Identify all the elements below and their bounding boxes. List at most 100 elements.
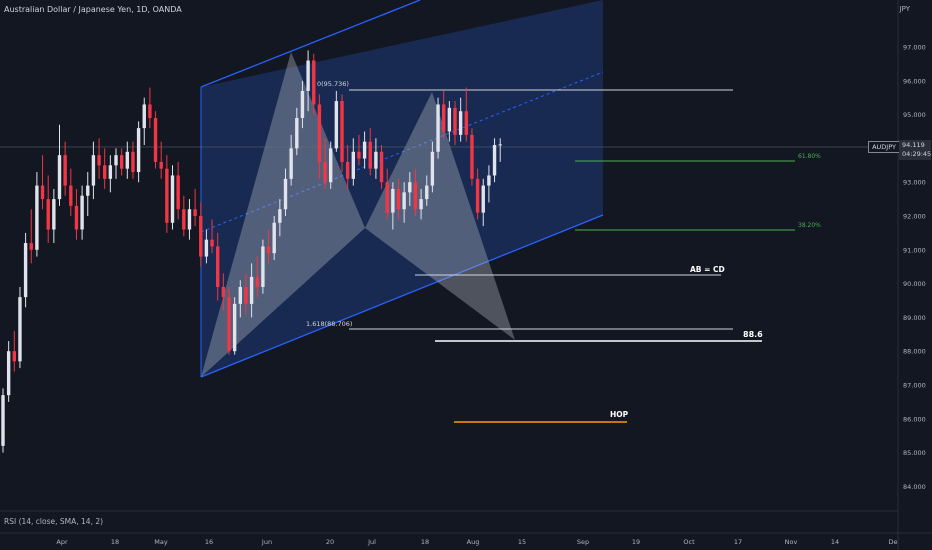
candle[interactable] (193, 188, 197, 227)
candle[interactable] (345, 145, 350, 189)
candle[interactable] (142, 97, 146, 146)
candle[interactable] (187, 199, 192, 240)
candle[interactable] (458, 97, 463, 142)
candle[interactable] (295, 107, 299, 156)
harmonic-pattern-bcd[interactable] (365, 92, 515, 340)
candle[interactable] (272, 216, 276, 260)
candle[interactable] (227, 286, 231, 355)
candle[interactable] (80, 185, 84, 240)
candle[interactable] (119, 148, 124, 176)
channel-lower-line[interactable] (200, 214, 604, 378)
candle[interactable] (436, 97, 440, 159)
candle[interactable] (86, 172, 90, 216)
price-tick-label: 92.000 (903, 213, 926, 221)
candle[interactable] (283, 168, 288, 216)
candle-body (57, 155, 62, 200)
candle[interactable] (46, 175, 50, 244)
candle[interactable] (374, 138, 378, 179)
candle[interactable] (18, 286, 22, 369)
candle[interactable] (244, 273, 248, 315)
candle[interactable] (492, 138, 497, 183)
candle[interactable] (396, 178, 401, 220)
candle[interactable] (125, 141, 129, 179)
candle[interactable] (470, 128, 474, 186)
candle[interactable] (210, 219, 214, 254)
candle[interactable] (323, 138, 327, 189)
candle[interactable] (368, 128, 372, 176)
candle[interactable] (487, 165, 491, 203)
candle[interactable] (159, 141, 163, 179)
candle[interactable] (52, 188, 56, 244)
candle[interactable] (221, 273, 226, 311)
candle[interactable] (249, 263, 254, 318)
candle[interactable] (391, 182, 395, 230)
candle[interactable] (357, 134, 361, 166)
candle[interactable] (136, 121, 141, 183)
candle[interactable] (199, 202, 203, 267)
candle[interactable] (153, 111, 158, 169)
symbol-title[interactable]: Australian Dollar / Japanese Yen, 1D, OA… (4, 5, 182, 14)
candle[interactable] (91, 141, 96, 200)
candle[interactable] (1, 388, 5, 453)
candle[interactable] (317, 94, 322, 179)
candle[interactable] (35, 172, 39, 257)
candle[interactable] (379, 145, 384, 189)
rsi-indicator-label[interactable]: RSI (14, close, SMA, 14, 2) (4, 517, 104, 526)
candle[interactable] (176, 161, 180, 220)
candle[interactable] (289, 134, 293, 186)
candle[interactable] (40, 155, 45, 210)
candle[interactable] (413, 168, 418, 216)
candle[interactable] (216, 232, 220, 301)
time-axis[interactable]: Apr 18 May 16 Jun 20 Jul 18 Aug 15 Sep 19 Oct 17 Nov 14… (56, 538, 897, 546)
candle[interactable] (255, 256, 259, 298)
candle[interactable] (475, 168, 480, 220)
candle[interactable] (232, 297, 237, 355)
candle[interactable] (29, 209, 33, 264)
candle[interactable] (261, 239, 265, 294)
candle[interactable] (419, 188, 423, 220)
candle[interactable] (351, 138, 355, 186)
candle[interactable] (182, 195, 186, 237)
candle[interactable] (385, 168, 389, 220)
candle[interactable] (334, 90, 339, 152)
candle[interactable] (63, 141, 67, 196)
candle[interactable] (340, 94, 344, 173)
candle[interactable] (278, 199, 282, 237)
candle[interactable] (6, 341, 11, 402)
candle[interactable] (57, 124, 62, 206)
candle[interactable] (114, 148, 118, 179)
candle[interactable] (329, 141, 333, 189)
candle[interactable] (447, 101, 452, 142)
candle[interactable] (464, 87, 468, 142)
candle[interactable] (300, 80, 305, 129)
candle[interactable] (204, 229, 209, 264)
candle[interactable] (362, 131, 367, 169)
candle[interactable] (453, 101, 457, 146)
time-tick-label: Sep (577, 538, 589, 546)
candle[interactable] (108, 155, 113, 193)
candle[interactable] (148, 87, 152, 129)
candle[interactable] (165, 155, 169, 233)
candle[interactable] (266, 229, 271, 264)
candle[interactable] (170, 165, 175, 230)
candle[interactable] (430, 141, 435, 193)
candle[interactable] (69, 168, 73, 216)
candle[interactable] (425, 175, 429, 206)
candle[interactable] (306, 50, 310, 112)
channel-upper-line[interactable] (200, 0, 421, 88)
candle[interactable] (97, 138, 101, 179)
candle[interactable] (408, 172, 412, 206)
candle[interactable] (238, 280, 242, 318)
candle[interactable] (131, 141, 135, 179)
candle[interactable] (498, 138, 502, 162)
candle[interactable] (442, 90, 446, 139)
candle[interactable] (12, 330, 16, 372)
candle[interactable] (74, 188, 79, 240)
candle[interactable] (103, 148, 107, 189)
candle[interactable] (402, 182, 406, 223)
candle[interactable] (23, 232, 28, 308)
candle[interactable] (481, 178, 485, 227)
price-scale[interactable]: 97.000 96.000 95.000 93.000 92.000 91.000 90.0… (903, 44, 926, 491)
candle[interactable] (312, 53, 316, 115)
